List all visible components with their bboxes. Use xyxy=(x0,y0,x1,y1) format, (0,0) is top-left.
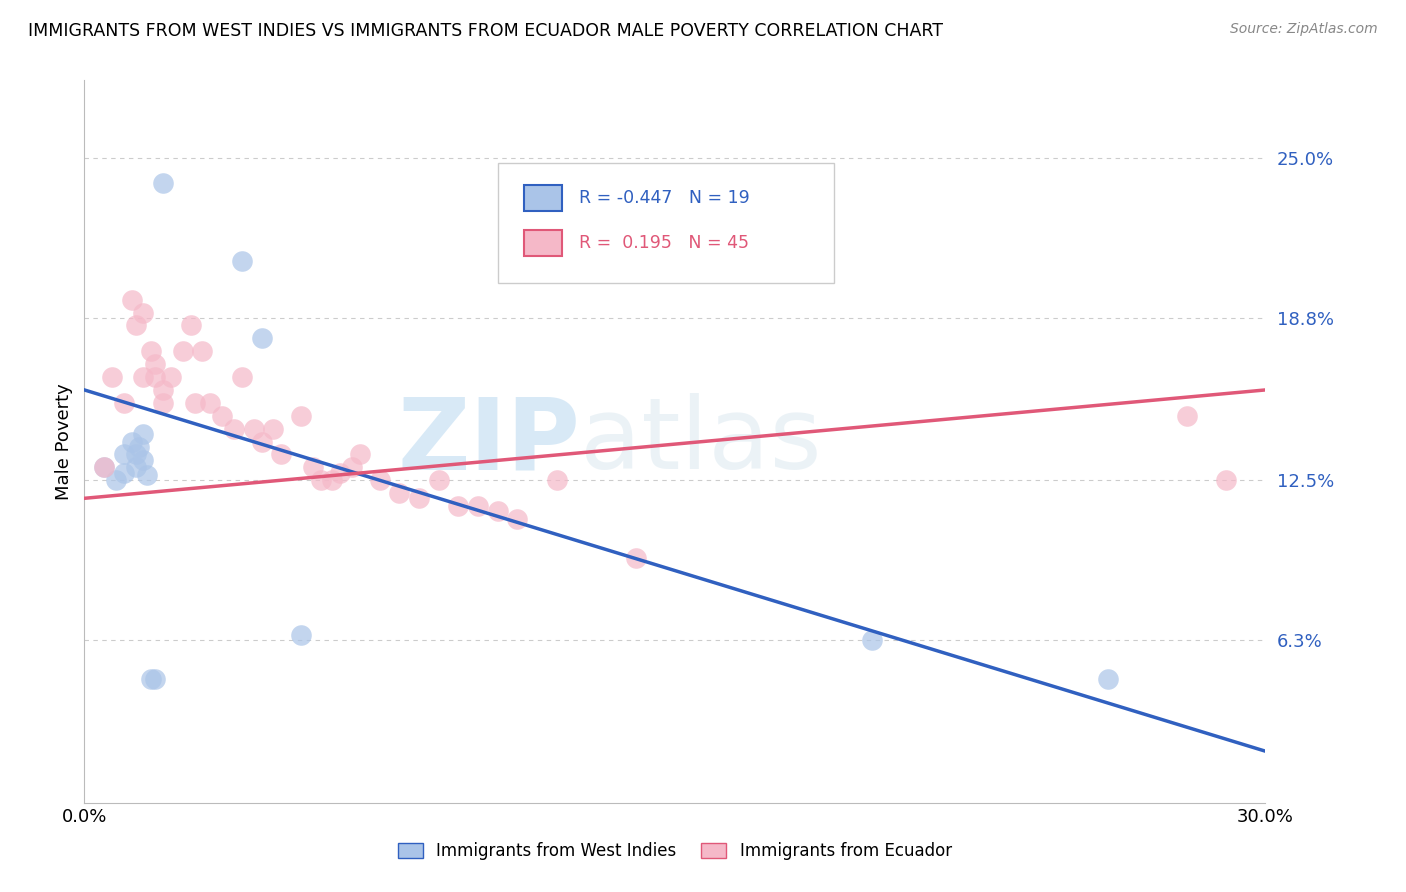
Point xyxy=(447,499,470,513)
Point xyxy=(349,447,371,461)
Point xyxy=(124,460,146,475)
Point xyxy=(222,422,245,436)
Point xyxy=(132,370,155,384)
Point xyxy=(136,468,159,483)
Point xyxy=(93,460,115,475)
Point xyxy=(388,486,411,500)
Point xyxy=(408,491,430,506)
Point xyxy=(132,426,155,441)
Point xyxy=(121,293,143,307)
Text: ZIP: ZIP xyxy=(398,393,581,490)
Point xyxy=(624,550,647,565)
Point xyxy=(128,440,150,454)
Text: Source: ZipAtlas.com: Source: ZipAtlas.com xyxy=(1230,22,1378,37)
Point xyxy=(506,512,529,526)
Point xyxy=(141,344,163,359)
Point xyxy=(121,434,143,449)
Point xyxy=(132,305,155,319)
Point xyxy=(124,318,146,333)
Point xyxy=(183,396,205,410)
Point xyxy=(143,357,166,371)
Point xyxy=(231,370,253,384)
Point xyxy=(143,370,166,384)
Point xyxy=(211,409,233,423)
Point xyxy=(101,370,124,384)
Text: R =  0.195   N = 45: R = 0.195 N = 45 xyxy=(579,234,749,252)
Point xyxy=(427,473,450,487)
Point xyxy=(340,460,363,475)
Point xyxy=(93,460,115,475)
Point xyxy=(160,370,183,384)
Text: atlas: atlas xyxy=(581,393,823,490)
Point xyxy=(467,499,489,513)
Point xyxy=(329,466,352,480)
Point xyxy=(1175,409,1198,423)
Point xyxy=(290,628,312,642)
Point xyxy=(104,473,127,487)
Point xyxy=(152,177,174,191)
Point xyxy=(143,672,166,686)
Point xyxy=(191,344,214,359)
Text: R = -0.447   N = 19: R = -0.447 N = 19 xyxy=(579,189,749,207)
Point xyxy=(368,473,391,487)
Point xyxy=(112,466,135,480)
Point xyxy=(112,447,135,461)
Point xyxy=(1097,672,1119,686)
Point xyxy=(112,396,135,410)
Point xyxy=(242,422,264,436)
Point xyxy=(124,447,146,461)
Point xyxy=(200,396,222,410)
FancyBboxPatch shape xyxy=(523,185,561,211)
Text: IMMIGRANTS FROM WEST INDIES VS IMMIGRANTS FROM ECUADOR MALE POVERTY CORRELATION : IMMIGRANTS FROM WEST INDIES VS IMMIGRANT… xyxy=(28,22,943,40)
Y-axis label: Male Poverty: Male Poverty xyxy=(55,384,73,500)
Point xyxy=(231,254,253,268)
Legend: Immigrants from West Indies, Immigrants from Ecuador: Immigrants from West Indies, Immigrants … xyxy=(391,836,959,867)
Point xyxy=(301,460,323,475)
Point xyxy=(250,331,273,345)
Point xyxy=(321,473,343,487)
Point xyxy=(309,473,332,487)
Point xyxy=(152,383,174,397)
Point xyxy=(1215,473,1237,487)
Point xyxy=(486,504,509,518)
Point xyxy=(262,422,284,436)
Point xyxy=(180,318,202,333)
Point xyxy=(546,473,568,487)
Point xyxy=(132,452,155,467)
Point xyxy=(762,254,785,268)
Point xyxy=(250,434,273,449)
FancyBboxPatch shape xyxy=(523,230,561,256)
Point xyxy=(270,447,292,461)
Point xyxy=(172,344,194,359)
Point xyxy=(141,672,163,686)
Point xyxy=(860,633,883,648)
FancyBboxPatch shape xyxy=(498,163,834,283)
Point xyxy=(290,409,312,423)
Point xyxy=(152,396,174,410)
